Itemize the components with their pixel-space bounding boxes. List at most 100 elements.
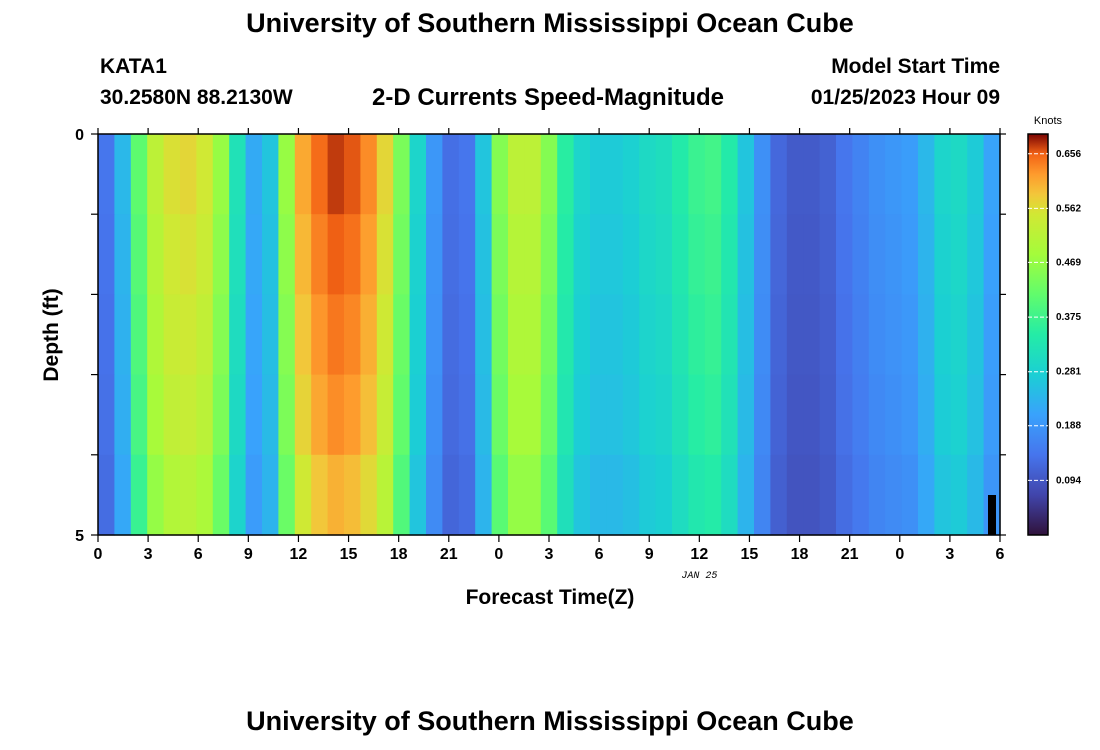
heatmap-cell [754, 454, 771, 536]
heatmap-cell [639, 454, 657, 536]
heatmap-cell [688, 454, 706, 536]
heatmap-cell [737, 214, 755, 295]
heatmap-cell [983, 214, 1001, 295]
heatmap-cell [376, 374, 394, 456]
heatmap-cell [262, 374, 279, 456]
heatmap-cell [868, 134, 886, 215]
heatmap-cell [819, 454, 837, 536]
heatmap-cell [376, 134, 394, 215]
heatmap-cell [294, 374, 312, 456]
heatmap-cell [114, 214, 132, 295]
heatmap-cell [950, 294, 968, 376]
heatmap-cell [934, 134, 952, 215]
heatmap-cell [311, 214, 329, 295]
heatmap-cell [836, 294, 853, 376]
heatmap-cell [967, 134, 985, 215]
heatmap-cell [262, 214, 279, 295]
heatmap-cell [901, 214, 919, 295]
colorbar-unit: Knots [1034, 115, 1063, 127]
heatmap-cell [98, 134, 115, 215]
heatmap-cell [934, 214, 952, 295]
heatmap-cell [934, 374, 952, 456]
colorbar-tick-label: 0.656 [1056, 149, 1081, 160]
heatmap-cell [606, 294, 624, 376]
heatmap-cell [885, 454, 903, 536]
heatmap-cell [180, 374, 197, 456]
heatmap-cell [803, 134, 821, 215]
heatmap-cell [704, 134, 722, 215]
heatmap-cell [508, 454, 525, 536]
heatmap-cell [130, 214, 148, 295]
colorbar-tick-label: 0.188 [1056, 421, 1081, 432]
heatmap-cell [721, 294, 739, 376]
heatmap-cell [245, 294, 263, 376]
x-tick-label: 0 [494, 546, 503, 563]
heatmap-cell [672, 294, 689, 376]
heatmap-cell [147, 454, 165, 536]
heatmap-cell [278, 134, 296, 215]
heatmap-cell [294, 454, 312, 536]
y-tick-label: 5 [75, 528, 84, 545]
heatmap-cell [278, 294, 296, 376]
heatmap-cell [885, 134, 903, 215]
heatmap-cell [327, 134, 345, 215]
heatmap-cell [508, 134, 525, 215]
heatmap-cell [540, 454, 558, 536]
x-tick-label: 9 [645, 546, 654, 563]
heatmap-cell [622, 134, 640, 215]
heatmap-cell [557, 374, 575, 456]
heatmap-cell [754, 294, 771, 376]
heatmap-cell [180, 454, 197, 536]
heatmap-cell [639, 214, 657, 295]
x-tick-label: 6 [996, 546, 1005, 563]
heatmap-cell [803, 454, 821, 536]
heatmap-cell [458, 214, 476, 295]
heatmap-cell [573, 134, 591, 215]
x-tick-label: 12 [690, 546, 708, 563]
heatmap-cell [491, 374, 509, 456]
heatmap-cell [622, 294, 640, 376]
heatmap-cell [967, 294, 985, 376]
heatmap-cell [508, 294, 525, 376]
heatmap-cell [950, 454, 968, 536]
heatmap-cell [393, 294, 411, 376]
heatmap-cell [786, 374, 804, 456]
colorbar [1027, 133, 1049, 536]
heatmap-cell [491, 454, 509, 536]
heatmap-cell [557, 454, 575, 536]
heatmap-cell [229, 294, 247, 376]
heatmap-cell [262, 294, 279, 376]
heatmap-cell [704, 374, 722, 456]
heatmap-cell [819, 134, 837, 215]
heatmap-cell [754, 134, 771, 215]
heatmap-cell [114, 134, 132, 215]
heatmap-cell [393, 134, 411, 215]
heatmap-cell [852, 374, 870, 456]
heatmap-cell [836, 214, 853, 295]
heatmap-cell [836, 374, 853, 456]
heatmap-cell [409, 374, 427, 456]
heatmap-cell [754, 374, 771, 456]
colorbar-tick-label: 0.562 [1056, 203, 1081, 214]
heatmap-cell [212, 374, 230, 456]
heatmap-cell [590, 214, 607, 295]
heatmap-cell [950, 134, 968, 215]
heatmap-cell [294, 294, 312, 376]
heatmap-cell [278, 454, 296, 536]
heatmap-cell [458, 374, 476, 456]
y-axis-label: Depth (ft) [40, 288, 63, 381]
heatmap-cell [557, 214, 575, 295]
heatmap-cell [475, 134, 493, 215]
heatmap-cell [426, 214, 443, 295]
heatmap-cell [163, 214, 181, 295]
heatmap-cell [426, 294, 443, 376]
heatmap-cell [836, 454, 853, 536]
heatmap-cell [967, 454, 985, 536]
heatmap-cell [229, 374, 247, 456]
heatmap-cell [180, 214, 197, 295]
heatmap-cell [344, 134, 361, 215]
heatmap-cell [475, 454, 493, 536]
heatmap-cell [950, 214, 968, 295]
heatmap-cell [606, 134, 624, 215]
heatmap-cell [590, 134, 607, 215]
